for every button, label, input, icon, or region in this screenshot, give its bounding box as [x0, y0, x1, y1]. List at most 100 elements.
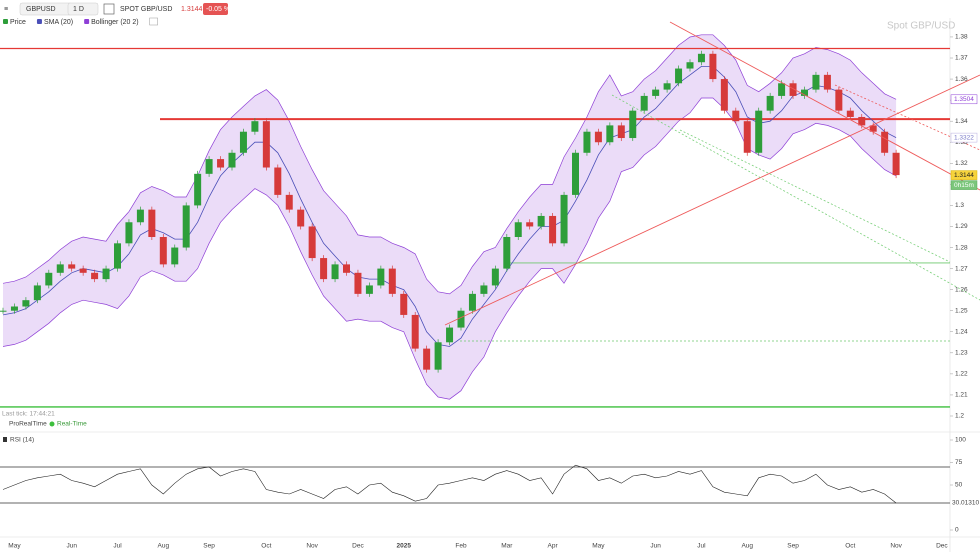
candle — [297, 209, 305, 227]
candle — [560, 194, 568, 244]
y-tick-label: 1.2 — [955, 413, 964, 420]
candle — [10, 306, 18, 311]
trendline[interactable] — [669, 21, 980, 191]
candle — [434, 342, 442, 370]
candle — [686, 62, 694, 69]
candle — [823, 74, 831, 90]
rsi-badge-bg — [951, 498, 979, 508]
watermark: Spot GBP/USD — [887, 21, 955, 32]
candle — [697, 53, 705, 63]
candle — [285, 194, 293, 210]
candle — [663, 83, 671, 90]
candle — [549, 215, 557, 244]
y-tick-label: 1.24 — [955, 328, 968, 335]
y-tick-label: 1.29 — [955, 223, 968, 230]
rsi-tick-label: 0 — [955, 527, 959, 534]
x-tick-label: Nov — [306, 543, 318, 550]
realtime: Real-Time — [57, 421, 87, 428]
candle — [194, 173, 202, 206]
x-tick-label: Jun — [66, 543, 77, 550]
menu-icon[interactable]: ≡ — [4, 6, 8, 13]
candle — [594, 131, 602, 143]
price-plot — [0, 34, 950, 408]
y-tick-label: 1.34 — [955, 118, 968, 125]
candle — [365, 285, 373, 294]
x-tick-label: Aug — [158, 543, 170, 550]
candle — [171, 247, 179, 265]
candle — [732, 110, 740, 122]
legend-entry: Price — [10, 19, 26, 26]
candle — [778, 83, 786, 96]
candle — [68, 264, 76, 269]
y-tick-label: 1.32 — [955, 160, 968, 167]
symbol: GBPUSD — [26, 6, 56, 13]
candle — [159, 237, 167, 265]
sma-badge-bg — [950, 132, 978, 143]
candle — [869, 125, 877, 132]
candle — [457, 310, 465, 328]
candle — [217, 159, 225, 168]
x-tick-label: Sep — [787, 543, 799, 550]
candle — [801, 89, 808, 96]
candle — [251, 121, 259, 132]
candle — [629, 110, 637, 139]
candle — [91, 272, 99, 280]
y-tick-label: 1.23 — [955, 350, 968, 357]
candle — [675, 68, 683, 84]
x-tick-label: Oct — [261, 543, 271, 550]
x-tick-label: Dec — [936, 543, 948, 550]
realtime-dot — [49, 421, 55, 427]
candle — [537, 215, 545, 227]
rsi-tick-label: 50 — [955, 482, 963, 489]
y-tick-label: 1.38 — [955, 34, 968, 41]
candle — [892, 152, 900, 176]
countdown-badge: 0h15m — [954, 182, 974, 189]
candle — [480, 285, 488, 294]
candle — [79, 268, 87, 273]
rsi-last: 30.01310 — [952, 500, 979, 507]
x-tick-label: Apr — [548, 543, 559, 550]
candle — [274, 167, 282, 195]
candle — [583, 131, 591, 153]
x-tick-label: Feb — [455, 543, 467, 550]
candle — [503, 237, 511, 269]
x-tick-label: Nov — [890, 543, 902, 550]
x-tick-label: Mar — [501, 543, 513, 550]
candle — [45, 272, 53, 286]
legend-more — [149, 17, 158, 26]
y-tick-label: 1.21 — [955, 392, 968, 399]
upper-badge-bg — [950, 94, 978, 105]
legend: Price SMA (20) Bollinger (20 2) — [3, 17, 158, 26]
y-tick-label: 1.26 — [955, 286, 968, 293]
candle — [388, 268, 396, 294]
candle — [720, 79, 728, 111]
change-badge — [203, 3, 228, 15]
trendline[interactable] — [444, 74, 980, 326]
legend-entry: Bollinger (20 2) — [91, 19, 138, 26]
interval: 1 D — [73, 6, 84, 13]
y-tick-label: 1.3 — [955, 202, 964, 209]
legend-swatch — [3, 19, 8, 24]
instrument: SPOT GBP/USD — [120, 6, 172, 13]
rsi-tick-label: 75 — [955, 459, 963, 466]
countdown-badge-bg — [950, 180, 978, 190]
legend-swatch — [84, 19, 90, 24]
candle — [411, 314, 419, 349]
candle — [423, 348, 431, 370]
candle — [835, 89, 843, 111]
chart-type-icon[interactable] — [103, 3, 115, 15]
candle — [22, 300, 30, 307]
y-tick-label: 1.22 — [955, 371, 968, 378]
candle — [743, 121, 751, 153]
legend-swatch — [36, 19, 42, 24]
candle — [205, 159, 213, 174]
candle — [400, 293, 408, 315]
candle — [33, 285, 41, 301]
legend-entry: SMA (20) — [44, 19, 73, 26]
candle — [125, 222, 133, 244]
interval-dropdown[interactable] — [67, 2, 99, 16]
price-badge: 1.3144 — [954, 172, 974, 179]
x-tick-label: Sep — [203, 543, 215, 550]
candle — [354, 272, 362, 294]
